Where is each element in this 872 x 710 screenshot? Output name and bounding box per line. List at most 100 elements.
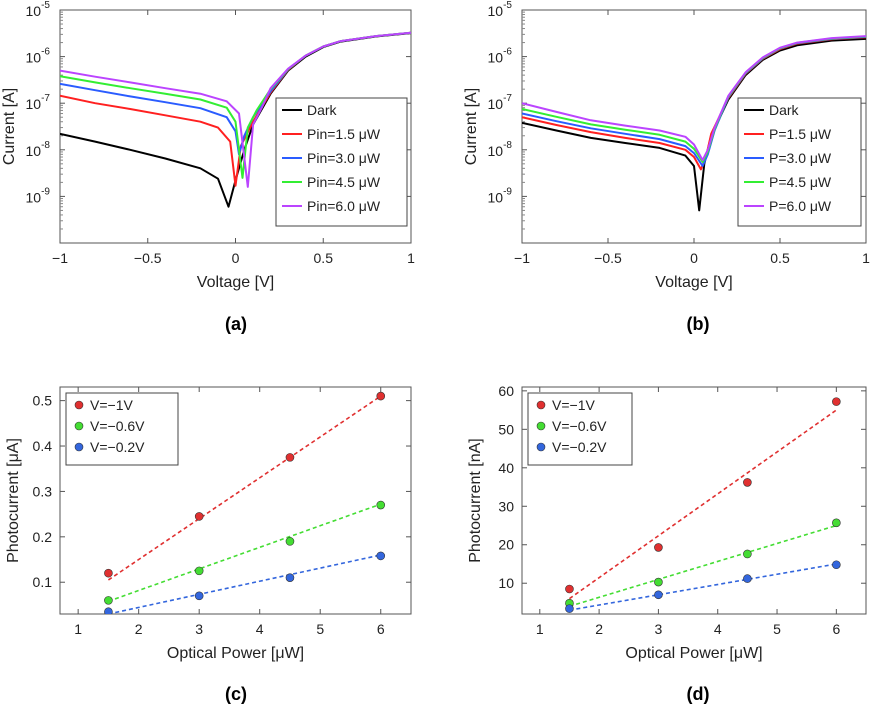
x-axis-label: Voltage [V] bbox=[655, 274, 732, 291]
data-point bbox=[194, 512, 204, 521]
legend-marker bbox=[536, 421, 546, 431]
data-point bbox=[194, 566, 204, 576]
data-point bbox=[376, 500, 386, 510]
legend-label: P=6.0 μW bbox=[769, 198, 832, 214]
x-tick-label: 5 bbox=[316, 621, 324, 637]
x-tick-label: 3 bbox=[655, 621, 663, 637]
data-point bbox=[743, 549, 752, 559]
data-point bbox=[565, 604, 574, 613]
legend-marker bbox=[74, 421, 84, 431]
y-tick-exponent: -6 bbox=[503, 47, 512, 58]
data-point bbox=[832, 397, 841, 406]
panel-label-b: (b) bbox=[687, 314, 710, 334]
legend-b: Dark P=1.5 μW P=3.0 μW P=4.5 μW P=6.0 μW bbox=[737, 97, 862, 227]
x-tick-label: 1 bbox=[536, 621, 544, 637]
data-point bbox=[376, 391, 386, 401]
y-tick-label: 40 bbox=[498, 460, 514, 476]
data-point bbox=[104, 607, 113, 614]
y-tick-base: 10 bbox=[26, 96, 42, 112]
y-tick-label: 0.5 bbox=[33, 393, 53, 409]
x-tick-label: 2 bbox=[135, 621, 143, 637]
x-tick-label: 3 bbox=[195, 621, 203, 637]
data-point bbox=[285, 537, 295, 546]
legend-label: V=−1V bbox=[552, 397, 595, 413]
data-point bbox=[743, 478, 752, 487]
plot-frame-d bbox=[521, 386, 867, 615]
panel-label-d: (d) bbox=[687, 684, 710, 704]
y-tick-label: 30 bbox=[498, 498, 514, 514]
y-tick-label: 50 bbox=[498, 421, 514, 437]
y-tick-label: 10-5 bbox=[488, 0, 513, 19]
y-tick-label: 0.3 bbox=[33, 483, 53, 499]
y-tick-base: 10 bbox=[488, 50, 504, 66]
y-tick-label: 10-8 bbox=[26, 140, 51, 159]
y-tick-label: 0.1 bbox=[33, 574, 53, 590]
legend-box bbox=[527, 392, 633, 466]
data-point bbox=[285, 573, 295, 582]
legend-marker bbox=[74, 442, 84, 452]
panel-label-c: (c) bbox=[225, 684, 247, 704]
data-point bbox=[565, 584, 574, 594]
y-tick-label: 10-5 bbox=[26, 0, 51, 19]
y-axis-label: Current [A] bbox=[463, 88, 480, 165]
y-tick-base: 10 bbox=[26, 3, 42, 19]
y-tick-base: 10 bbox=[488, 96, 504, 112]
y-tick-label: 10-9 bbox=[488, 186, 513, 205]
x-tick-label: 5 bbox=[773, 621, 781, 637]
y-tick-label: 10 bbox=[498, 575, 514, 591]
legend-label: P=3.0 μW bbox=[769, 150, 832, 166]
legend-d: V=−1V V=−0.6V V=−0.2V bbox=[527, 392, 633, 466]
chart-c: 1 2 3 4 5 6 0.1 0.2 0.3 0.4 0.5 Optical Power [μW] P… bbox=[5, 386, 412, 662]
legend-label: V=−0.6V bbox=[552, 418, 607, 434]
fit-line-3 bbox=[569, 563, 837, 611]
legend-label: V=−0.2V bbox=[90, 439, 145, 455]
y-tick-base: 10 bbox=[26, 50, 42, 66]
fit-line-2 bbox=[108, 503, 382, 603]
y-tick-label: 10-6 bbox=[488, 47, 513, 66]
x-tick-label: 0 bbox=[232, 250, 240, 266]
legend-c: V=−1V V=−0.6V V=−0.2V bbox=[65, 392, 179, 466]
data-point bbox=[104, 568, 113, 578]
legend-box bbox=[737, 97, 862, 227]
legend-label: Pin=6.0 μW bbox=[307, 198, 381, 214]
fit-line-1 bbox=[107, 395, 382, 581]
series-group-a bbox=[60, 31, 411, 208]
y-tick-base: 10 bbox=[26, 143, 42, 159]
data-point bbox=[376, 551, 386, 561]
series-line-5 bbox=[522, 35, 866, 162]
x-tick-label: 6 bbox=[377, 621, 385, 637]
x-tick-label: 1 bbox=[862, 250, 870, 266]
y-tick-exponent: -6 bbox=[41, 47, 50, 58]
legend-label: V=−0.6V bbox=[90, 418, 145, 434]
x-tick-label: 0.5 bbox=[770, 250, 790, 266]
legend-label: V=−0.2V bbox=[552, 439, 607, 455]
y-tick-exponent: -7 bbox=[41, 93, 50, 104]
y-tick-label: 10-7 bbox=[26, 93, 51, 112]
y-tick-label: 10-6 bbox=[26, 47, 51, 66]
legend-label: V=−1V bbox=[90, 397, 133, 413]
y-tick-base: 10 bbox=[488, 3, 504, 19]
y-axis-label: Current [A] bbox=[1, 88, 18, 165]
fit-line-3 bbox=[108, 554, 381, 614]
fit-line-1 bbox=[568, 409, 837, 600]
legend-label: P=4.5 μW bbox=[769, 174, 832, 190]
x-tick-label: −0.5 bbox=[134, 250, 162, 266]
y-axis-label: Photocurrent [nA] bbox=[467, 438, 484, 563]
data-point bbox=[743, 574, 752, 583]
x-tick-label: 0 bbox=[690, 250, 698, 266]
y-tick-base: 10 bbox=[488, 189, 504, 205]
x-axis-label: Optical Power [μW] bbox=[167, 645, 304, 662]
plot-frame-c bbox=[59, 386, 412, 615]
legend-label: Pin=3.0 μW bbox=[307, 150, 381, 166]
x-tick-label: 4 bbox=[714, 621, 722, 637]
data-point bbox=[832, 560, 841, 570]
y-tick-exponent: -5 bbox=[503, 0, 512, 11]
x-tick-label: 1 bbox=[74, 621, 82, 637]
legend-a: Dark Pin=1.5 μW Pin=3.0 μW Pin=4.5 μW Pin=6.… bbox=[275, 97, 408, 227]
y-tick-exponent: -5 bbox=[41, 0, 50, 11]
legend-marker bbox=[536, 442, 546, 452]
x-tick-label: 6 bbox=[832, 621, 840, 637]
y-tick-exponent: -7 bbox=[503, 93, 512, 104]
